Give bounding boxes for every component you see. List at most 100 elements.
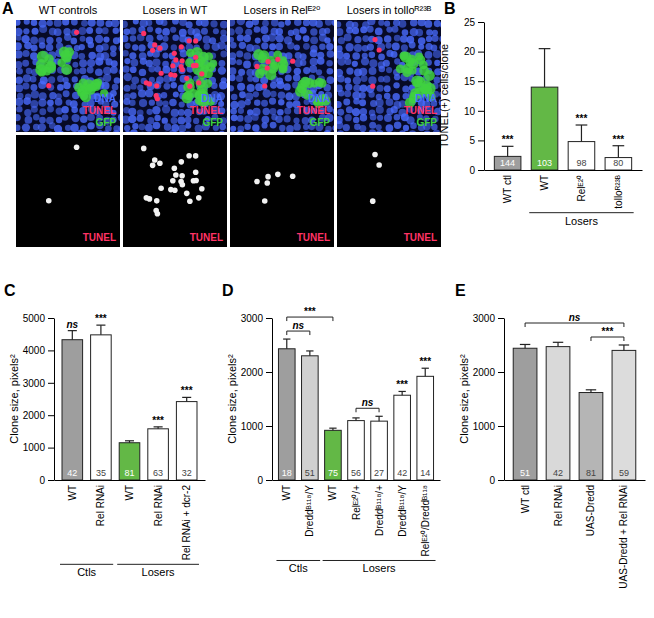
- error-bar-cap: [306, 350, 313, 351]
- nucleus: [47, 99, 54, 106]
- bar: [176, 402, 197, 480]
- bar-panel: D0100020003000WTDreddᴮ¹¹⁸/YWTRelᴱ²⁰/+Dre…: [222, 282, 441, 574]
- nucleus: [130, 129, 138, 132]
- nucleus: [337, 21, 341, 27]
- error-bar-stem: [100, 325, 101, 335]
- nucleus: [386, 67, 392, 73]
- tunel-dot: [141, 146, 147, 152]
- nucleus: [324, 28, 330, 34]
- nucleus: [33, 114, 40, 121]
- error-bar-cap: [502, 146, 514, 147]
- x-tick-label: Dreddᴮ¹¹⁸/Y: [304, 485, 315, 537]
- y-axis-line: [54, 319, 55, 481]
- nucleus: [161, 20, 168, 26]
- error-bar: [586, 390, 596, 393]
- nucleus: [423, 131, 431, 132]
- tunel-dot: [46, 83, 51, 88]
- error-bar-cap: [125, 440, 134, 441]
- nucleus: [332, 20, 334, 26]
- nucleus: [185, 36, 192, 43]
- x-tick: WT: [539, 170, 550, 191]
- y-tick-label: 15: [464, 76, 476, 87]
- y-tick: 25: [464, 17, 484, 28]
- nucleus: [64, 34, 71, 41]
- x-tick: Rel RNAi + dcr-2: [181, 480, 192, 560]
- channel-label: TUNEL: [83, 105, 116, 116]
- y-tick-mark: [48, 383, 54, 384]
- nucleus: [22, 50, 29, 57]
- nucleus: [71, 107, 78, 114]
- error-bar-stem: [623, 345, 624, 350]
- nucleus: [16, 125, 20, 131]
- nucleus: [154, 93, 162, 101]
- x-tick-label: Rel RNAi + dcr-2: [181, 485, 192, 561]
- bar: [394, 395, 411, 480]
- y-tick-mark: [48, 448, 54, 449]
- nucleus: [71, 20, 78, 25]
- x-tick-label: Rel RNAi: [95, 485, 106, 526]
- significance-bracket: [591, 337, 624, 341]
- channel-label: GFP: [416, 117, 437, 128]
- y-tick-mark: [478, 170, 484, 171]
- error-bar: [68, 331, 77, 340]
- bar: [148, 429, 169, 480]
- nucleus: [95, 68, 103, 76]
- nucleus: [61, 106, 68, 113]
- tunel-dot: [141, 31, 146, 36]
- nucleus: [16, 68, 23, 75]
- y-tick-label: 25: [464, 17, 476, 28]
- nucleus: [337, 130, 344, 132]
- x-tick-label: Relᴱ²⁰: [576, 175, 587, 201]
- significance-label: ***: [602, 326, 614, 337]
- nucleus: [164, 123, 172, 131]
- column-title: Losers in WT: [143, 4, 208, 16]
- x-tick-label: Rel RNAi: [553, 485, 564, 526]
- nucleus: [346, 67, 353, 74]
- nucleus: [162, 66, 170, 74]
- error-bar-cap: [283, 338, 290, 339]
- image-background: [337, 20, 441, 132]
- nucleus: [352, 27, 359, 34]
- nucleus: [337, 57, 345, 65]
- nucleus: [410, 20, 418, 27]
- x-tick-label: UAS-Dredd + Rel RNAi: [618, 485, 629, 589]
- nucleus: [123, 21, 128, 29]
- nucleus: [63, 90, 70, 97]
- nucleus: [111, 20, 119, 27]
- group-line: [529, 212, 633, 213]
- nucleus: [275, 115, 282, 122]
- nucleus: [155, 27, 162, 34]
- nucleus: [171, 44, 177, 50]
- nucleus: [164, 83, 171, 90]
- y-tick-mark: [266, 372, 272, 373]
- nucleus: [146, 132, 154, 133]
- tunel-dot: [377, 47, 382, 52]
- nucleus: [31, 20, 38, 26]
- nucleus: [161, 92, 167, 98]
- tunel-dot: [154, 83, 159, 88]
- nucleus: [139, 132, 147, 133]
- nucleus: [72, 62, 78, 68]
- bar: [371, 421, 388, 480]
- n-label: 81: [586, 468, 596, 478]
- nucleus: [439, 35, 441, 42]
- tunel-dot: [265, 174, 271, 180]
- error-bar-cap: [96, 325, 105, 326]
- bar: [494, 156, 521, 170]
- nucleus: [402, 85, 409, 92]
- nucleus: [58, 130, 65, 132]
- nucleus: [334, 53, 335, 61]
- tunel-dot: [187, 38, 192, 43]
- error-bar-stem: [286, 339, 287, 349]
- tunel-dot: [157, 46, 162, 51]
- error-bar-stem: [72, 331, 73, 340]
- error-bar: [613, 146, 625, 158]
- y-tick-label: 4000: [23, 345, 46, 356]
- nucleus: [269, 108, 276, 115]
- nucleus: [392, 26, 399, 33]
- y-tick-mark: [478, 52, 484, 53]
- nucleus: [129, 99, 136, 106]
- nucleus: [409, 42, 416, 49]
- nucleus: [103, 67, 111, 75]
- nucleus: [201, 132, 207, 133]
